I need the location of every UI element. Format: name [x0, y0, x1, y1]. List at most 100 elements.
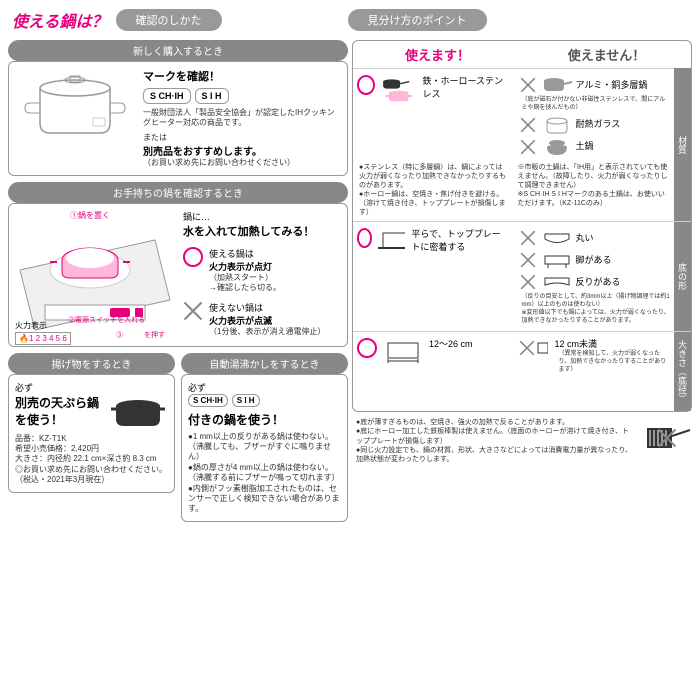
compat-row-material: 鉄・ホーローステンレス アルミ・銅多層鍋 （底が磁石が付かない非磁性ステンレスで… [353, 68, 691, 221]
step3-label: ③ を押す [116, 330, 165, 340]
no-shape-a: 丸い [576, 232, 594, 245]
step1-label: ①鍋を置く [70, 210, 110, 221]
content: 新しく購入するとき マークを確認！ S CH·IH S I H 一般財団法人「製… [0, 40, 700, 528]
mark-title: マークを確認！ [143, 68, 341, 84]
boiling-n3: ●内側がフッ素樹脂加工されたものは、センサーで正しく検知できない場合があります。 [188, 484, 341, 515]
frying-box: 必ず 別売の天ぷら鍋を使う！ 品番：KZ-T1K 希望小売価格：2,420円 大… [8, 374, 175, 493]
frying-note: ◎お買い求め先にお問い合わせください。（税込・2021年3月現在） [15, 465, 168, 486]
mark-or: または [143, 133, 341, 143]
ok-text3: （加熱スタート） [209, 273, 281, 283]
boiling-n1: ●1 mm以上の反りがある鍋は使わない。（沸騰しても、ブザーがすぐに鳴りません） [188, 432, 341, 463]
tab-point: 見分け方のポイント [348, 9, 487, 31]
iron-pot-icon [381, 75, 416, 105]
ng-text: 使えない鍋は [209, 301, 325, 314]
compat-row-shape: 平らで、トッププレートに密着する 丸い 脚がある [353, 221, 691, 331]
x-ng-icon [183, 301, 203, 321]
compat-yes-header: 使えます！ [353, 41, 522, 68]
x-icon-3 [518, 340, 526, 356]
bottom-row: 揚げ物をするとき 必ず 別売の天ぷら鍋を使う！ 品番：KZ-T1K 希望小売価格… [8, 353, 348, 528]
no-size: 12 cm未満 [554, 338, 670, 351]
ok-text4: →確認したら切る。 [209, 283, 281, 293]
badge-b2: S I H [232, 394, 260, 407]
fire-label: 火力表示 [15, 320, 71, 331]
size-pot-icon [383, 338, 423, 363]
badge-sih: S I H [195, 88, 229, 104]
water-label: 鍋に… [183, 210, 341, 223]
boiling-box: 必ず S CH·IH S I H 付きの鍋を使う！ ●1 mm以上の反りがある鍋… [181, 374, 348, 522]
badge-chih: S CH·IH [143, 88, 191, 104]
ng-text3: （1分後、表示が消え通電停止） [209, 327, 325, 337]
frying-code: 品番：KZ-T1K [15, 434, 168, 444]
compat-header: 使えます！ 使えません！ [353, 41, 691, 68]
main-title: 使える鍋は？ [12, 8, 108, 32]
yes1-notes: ●ステンレス（特に多層鍋）は、鍋によっては火力が弱くなったり加熱できなかったりす… [359, 163, 510, 218]
boiling-must: 必ず [188, 381, 341, 394]
glass-pot-icon [542, 115, 572, 135]
no1-notes: ※市販の土鍋は、「IH用」と表示されていても使えません。（故障したり、火力が弱く… [518, 163, 669, 218]
pot-illustration [15, 68, 135, 148]
cat-material: 材質 [674, 68, 691, 221]
mark-recommend: 別売品をおすすめします。 [143, 143, 341, 158]
x-icon-1b [520, 117, 536, 133]
compat-row-size: 12～26 cm 12 cm未満 （異常を検知して、火力が弱くなったり、加熱でき… [353, 331, 691, 411]
water-instruction: 水を入れて加熱してみる！ [183, 223, 341, 239]
mark-desc: 一般財団法人「製品安全協会」が認定したIHクッキングヒーター対応の商品です。 [143, 108, 341, 129]
leg-bottom-icon [542, 253, 572, 268]
warp-bottom-icon [542, 275, 572, 290]
boiling-title: 付きの鍋を使う！ [188, 411, 284, 428]
frying-size: 大きさ：内径約 22.1 cm×深さ約 8.3 cm [15, 454, 168, 464]
section-boiling: 自動湯沸かしをするとき [181, 353, 348, 374]
ok-text2: 火力表示が点灯 [209, 260, 281, 273]
new-buy-box: マークを確認！ S CH·IH S I H 一般財団法人「製品安全協会」が認定し… [8, 61, 348, 176]
step2-label: ②電源スイッチを入れる [68, 315, 145, 325]
cat-shape: 底の形 [674, 222, 691, 331]
x-icon-1c [520, 139, 536, 155]
no3-note: （異常を検知して、火力が弱くなったり、加熱できなかったりすることがあります） [554, 351, 670, 374]
tab-check: 確認のしかた [116, 9, 222, 31]
section-frying: 揚げ物をするとき [8, 353, 175, 374]
right-column: 使えます！ 使えません！ 鉄・ホーローステンレス [352, 40, 692, 528]
cat-size: 大きさ（底径） [674, 332, 691, 411]
small-pot-icon [533, 338, 548, 358]
ok-icon-1 [357, 75, 375, 95]
yes-shape: 平らで、トッププレートに密着する [411, 228, 509, 253]
no1a-note: （底が磁石が付かない非磁性ステンレスで、間にアルミや銅を挟んだもの） [518, 97, 671, 113]
ok-icon-3 [357, 338, 377, 358]
flat-bottom-icon [378, 228, 405, 253]
frying-must: 必ず [15, 381, 168, 394]
round-bottom-icon [542, 231, 572, 246]
grill-x [642, 418, 692, 463]
ih-cooktop-wrap: ①鍋を置く 火力表示 🔥1 2 3 4 5 6 ②電源スイッチを入れる ③ を押… [15, 210, 175, 340]
ok-icon-2 [357, 228, 372, 248]
x-grill-icon [657, 428, 677, 448]
existing-box: ①鍋を置く 火力表示 🔥1 2 3 4 5 6 ②電源スイッチを入れる ③ を押… [8, 203, 348, 347]
left-column: 新しく購入するとき マークを確認！ S CH·IH S I H 一般財団法人「製… [8, 40, 348, 528]
boiling-col: 自動湯沸かしをするとき 必ず S CH·IH S I H 付きの鍋を使う！ ●1… [181, 353, 348, 528]
section-new-buy: 新しく購入するとき [8, 40, 348, 61]
compat-no-header: 使えません！ [522, 41, 691, 68]
badge-b1: S CH·IH [188, 394, 228, 407]
header: 使える鍋は？ 確認のしかた 見分け方のポイント [0, 0, 700, 40]
multi-pot-icon [542, 75, 572, 95]
tempura-pot-icon [108, 394, 168, 434]
clay-pot-icon [542, 137, 572, 157]
mark-recommend-note: （お買い求め先にお問い合わせください） [143, 158, 341, 168]
test-results: 鍋に… 水を入れて加熱してみる！ 使える鍋は 火力表示が点灯 （加熱スタート） … [183, 210, 341, 340]
yes-size: 12～26 cm [429, 338, 473, 351]
x-icon-1a [520, 77, 536, 93]
compat-footer: ●底が薄すぎるものは、空焼き、強火の加熱で反ることがあります。 ●底にホーロー加… [352, 418, 634, 463]
frying-title: 別売の天ぷら鍋を使う！ [15, 394, 104, 428]
x-icon-2c [520, 274, 536, 290]
x-icon-2b [520, 252, 536, 268]
ok-text: 使える鍋は [209, 247, 281, 260]
no2-note: （反りの目安として、約3mm以上（揚げ物調理では約1 mm）以上のものは使わない… [518, 294, 671, 325]
frying-col: 揚げ物をするとき 必ず 別売の天ぷら鍋を使う！ 品番：KZ-T1K 希望小売価格… [8, 353, 175, 528]
no-material-b: 耐熱ガラス [576, 118, 621, 131]
circle-ok-icon [183, 247, 203, 267]
no-shape-b: 脚がある [576, 254, 612, 267]
no-material-a: アルミ・銅多層鍋 [576, 79, 648, 92]
no-shape-c: 反りがある [576, 276, 621, 289]
footer-notes: ●底が薄すぎるものは、空焼き、強火の加熱で反ることがあります。 ●底にホーロー加… [352, 418, 692, 463]
no-material-c: 土鍋 [576, 140, 594, 153]
mark-info: マークを確認！ S CH·IH S I H 一般財団法人「製品安全協会」が認定し… [143, 68, 341, 169]
